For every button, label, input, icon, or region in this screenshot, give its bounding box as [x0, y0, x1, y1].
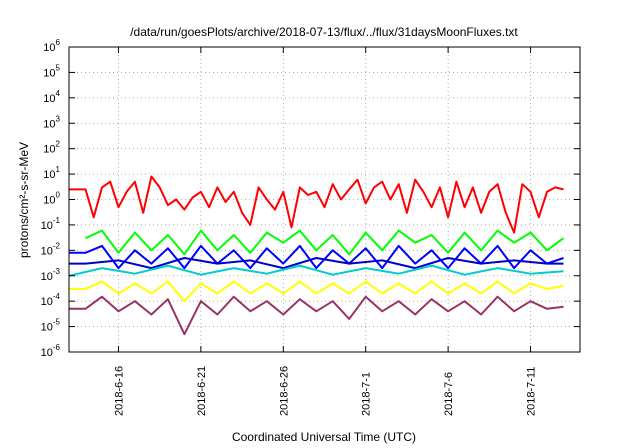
y-tick-label: 10-4 [41, 292, 61, 308]
y-tick-label: 10-6 [41, 343, 61, 359]
y-tick-label: 101 [43, 165, 60, 181]
x-tick-label: 2018-6-26 [278, 366, 290, 416]
series-line-5 [68, 264, 564, 277]
x-tick-label: 2018-6-21 [196, 366, 208, 416]
y-tick-label: 100 [43, 191, 60, 207]
y-tick-label: 105 [43, 63, 60, 79]
series-line-1 [69, 175, 564, 234]
x-tick-label: 2018-7-1 [361, 372, 373, 416]
x-axis-ticks: 2018-6-16 2018-6-21 2018-6-26 2018-7-1 2018-… [113, 47, 538, 416]
y-tick-label: 103 [43, 114, 60, 130]
series-line-7 [69, 295, 564, 336]
series-line-6 [69, 280, 564, 303]
y-tick-label: 10-5 [41, 318, 61, 334]
series-line-2 [85, 229, 565, 256]
y-tick-label: 106 [43, 38, 60, 54]
series-group [68, 175, 565, 336]
grid [69, 47, 580, 352]
y-tick-label: 10-1 [41, 216, 61, 232]
y-tick-label: 10-3 [41, 267, 61, 283]
y-axis-label: protons/cm²-s-sr-MeV [17, 142, 31, 258]
series-line-4 [69, 257, 564, 270]
x-tick-label: 2018-7-11 [526, 367, 538, 416]
chart-title: /data/run/goesPlots/archive/2018-07-13/f… [130, 25, 518, 39]
y-tick-label: 10-2 [41, 241, 61, 257]
x-tick-label: 2018-7-6 [443, 372, 455, 416]
y-axis-ticks: 10-6 10-5 10-4 10-3 10-2 10-1 100 101 102 103 104 1… [41, 38, 580, 359]
x-axis-label: Coordinated Universal Time (UTC) [232, 430, 416, 444]
y-tick-label: 104 [43, 89, 60, 105]
y-tick-label: 102 [43, 140, 60, 156]
x-tick-label: 2018-6-16 [113, 366, 125, 416]
